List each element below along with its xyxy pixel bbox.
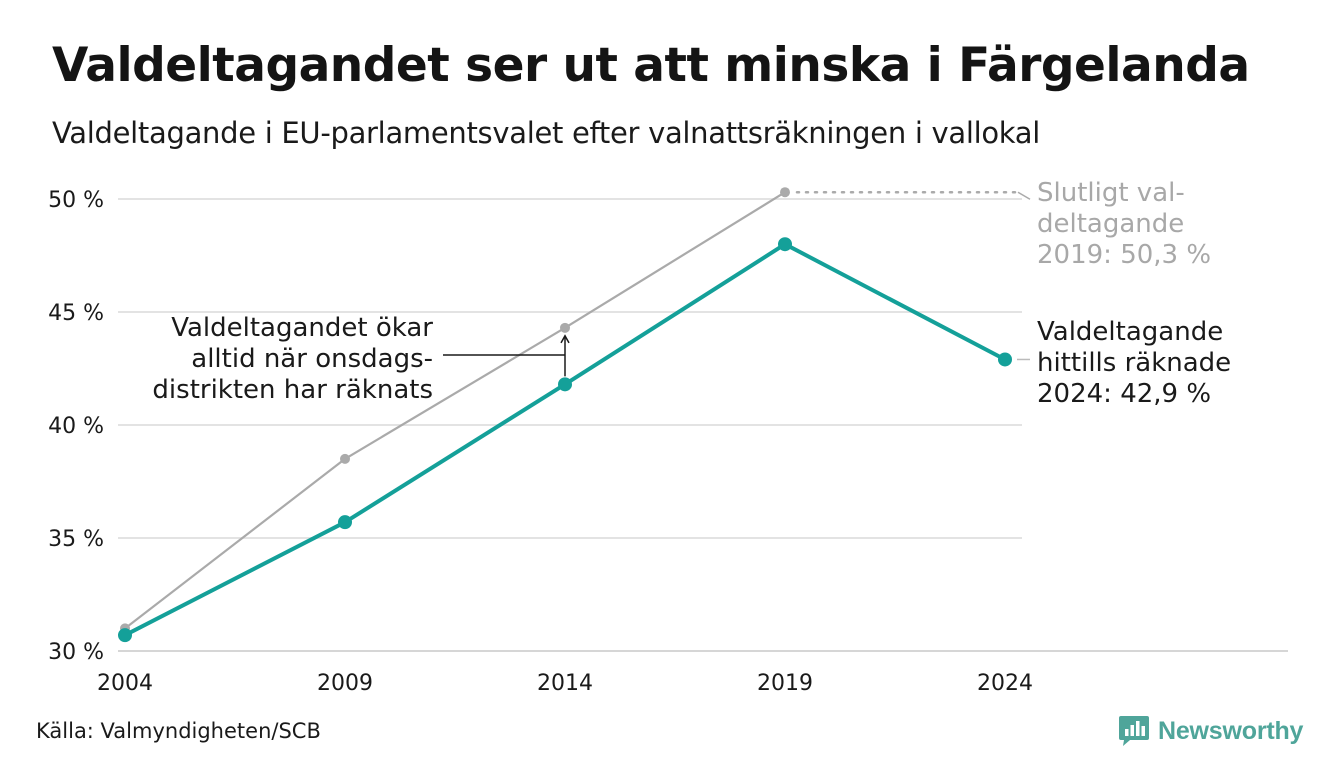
y-tick-label: 35 % bbox=[48, 527, 104, 552]
annotation-wednesday: alltid när onsdags- bbox=[191, 344, 433, 374]
grid-lines bbox=[118, 198, 1288, 652]
y-axis-ticks: 30 % 35 % 40 % 45 % 50 % bbox=[48, 188, 104, 665]
annotation-final-2019: 2019: 50,3 % bbox=[1037, 240, 1211, 270]
data-point-final bbox=[560, 322, 570, 333]
data-point-counted bbox=[778, 237, 792, 252]
chart-subtitle: Valdeltagande i EU-parlamentsvalet efter… bbox=[52, 116, 1040, 150]
x-tick-label: 2019 bbox=[757, 671, 813, 696]
data-point-counted bbox=[558, 377, 572, 392]
annotation-final-2019: deltagande bbox=[1037, 209, 1184, 239]
y-tick-label: 40 % bbox=[48, 414, 104, 439]
data-point-counted bbox=[338, 515, 352, 530]
x-axis-ticks: 2004 2009 2014 2019 2024 bbox=[97, 671, 1033, 696]
data-point-counted bbox=[998, 352, 1012, 367]
newsworthy-icon bbox=[1119, 716, 1149, 746]
annotation-wednesday: distrikten har räknats bbox=[152, 375, 433, 405]
y-tick-label: 50 % bbox=[48, 188, 104, 213]
y-tick-label: 30 % bbox=[48, 640, 104, 665]
x-tick-label: 2004 bbox=[97, 671, 153, 696]
x-tick-label: 2009 bbox=[317, 671, 373, 696]
annotation-counted-2024: 2024: 42,9 % bbox=[1037, 379, 1211, 409]
y-tick-label: 45 % bbox=[48, 301, 104, 326]
x-tick-label: 2014 bbox=[537, 671, 593, 696]
series-line-final bbox=[123, 191, 787, 630]
leader-tick bbox=[1017, 191, 1031, 200]
source-note: Källa: Valmyndigheten/SCB bbox=[36, 719, 321, 743]
data-point-final bbox=[780, 187, 790, 198]
annotation-counted-2024: hittills räknade bbox=[1037, 348, 1231, 378]
series-line-counted bbox=[123, 242, 1007, 638]
data-point-counted bbox=[118, 628, 132, 643]
x-tick-label: 2024 bbox=[977, 671, 1033, 696]
chart-title: Valdeltagandet ser ut att minska i Färge… bbox=[52, 38, 1250, 93]
series-lines bbox=[118, 187, 1012, 643]
data-point-final bbox=[340, 453, 350, 464]
annotation-counted-2024: Valdeltagande bbox=[1037, 317, 1223, 347]
annotation-final-2019: Slutligt val- bbox=[1037, 178, 1185, 208]
arrow-head bbox=[560, 334, 570, 344]
annotation-wednesday: Valdeltagandet ökar bbox=[171, 313, 433, 343]
brand-name: Newsworthy bbox=[1158, 716, 1304, 745]
newsworthy-logo[interactable]: Newsworthy bbox=[1118, 714, 1303, 748]
